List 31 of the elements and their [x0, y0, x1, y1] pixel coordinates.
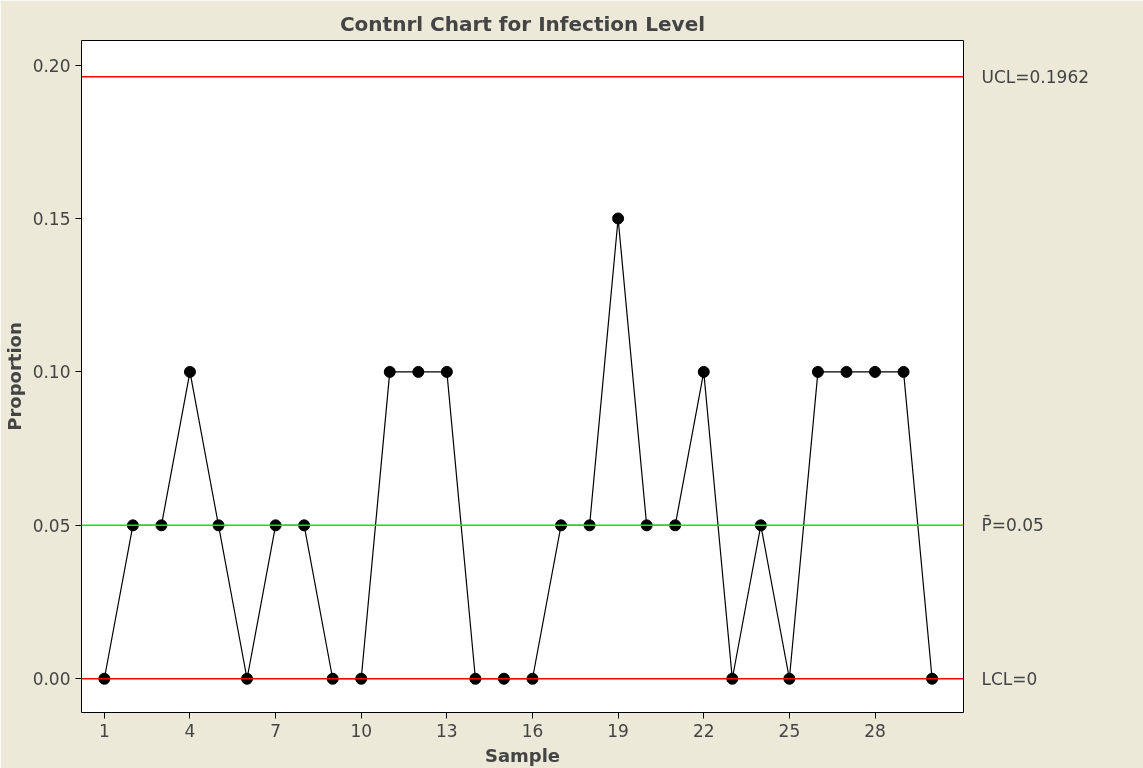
y-tick-label: 0.20	[32, 55, 71, 76]
point	[383, 365, 396, 378]
x-tick-label: 19	[607, 720, 629, 741]
x-tick-label: 1	[98, 720, 110, 741]
y-tick-label: 0.15	[32, 208, 71, 229]
chart-title: Contnrl Chart for Infection Level	[339, 11, 706, 36]
x-tick-label: 25	[778, 720, 801, 741]
ref-line-label: P̄=0.05	[981, 514, 1044, 536]
point	[869, 365, 882, 378]
x-tick-label: 7	[270, 720, 282, 741]
point	[897, 365, 910, 378]
y-tick-label: 0.10	[32, 362, 71, 383]
ref-line-label: UCL=0.1962	[981, 66, 1090, 87]
y-axis-title: Proportion	[3, 322, 25, 431]
point	[697, 365, 710, 378]
x-tick-label: 10	[350, 720, 373, 741]
y-tick-label: 0.05	[32, 515, 71, 536]
x-tick-label: 4	[184, 720, 196, 741]
x-tick-label: 13	[436, 720, 458, 741]
point	[183, 365, 196, 378]
point	[612, 212, 625, 225]
y-tick-label: 0.00	[32, 669, 71, 690]
ref-line-label: LCL=0	[981, 668, 1038, 689]
point	[840, 365, 853, 378]
x-axis-title: Sample	[484, 744, 561, 766]
point	[811, 365, 824, 378]
x-tick-label: 16	[521, 720, 544, 741]
x-tick-label: 22	[692, 720, 715, 741]
point	[412, 365, 425, 378]
point	[440, 365, 453, 378]
x-tick-label: 28	[864, 720, 886, 741]
